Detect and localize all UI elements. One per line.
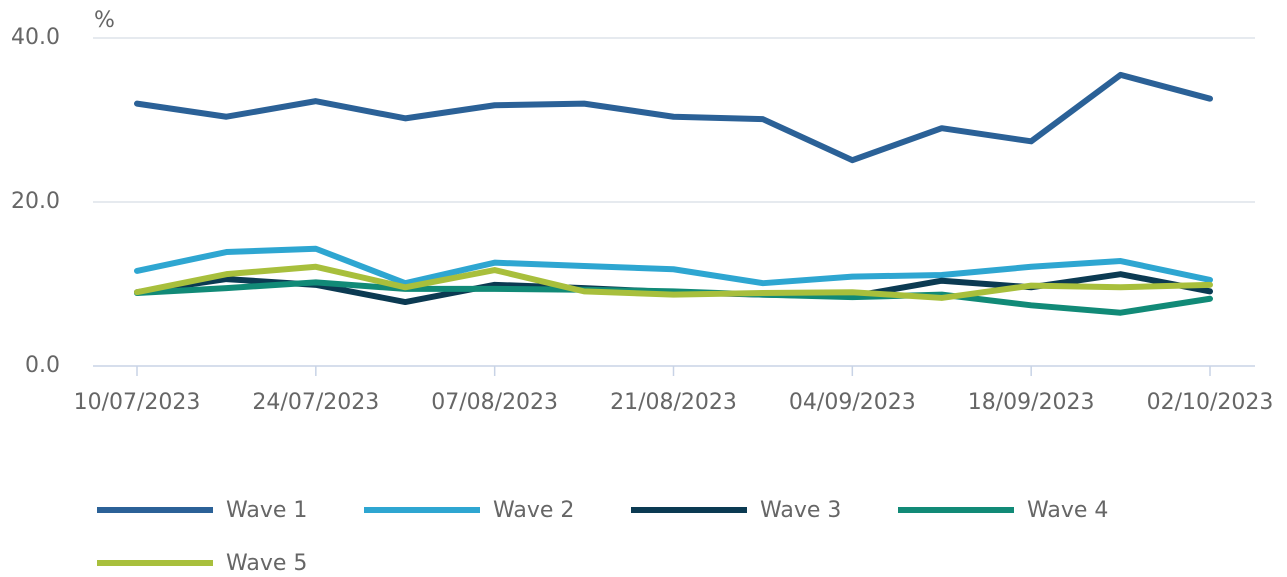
- x-tick-label: 04/09/2023: [789, 390, 916, 415]
- x-tick-label: 07/08/2023: [431, 390, 558, 415]
- x-tick-label: 24/07/2023: [252, 390, 379, 415]
- x-tick-label: 21/08/2023: [610, 390, 737, 415]
- x-tick-label: 02/10/2023: [1147, 390, 1274, 415]
- legend-label: Wave 2: [493, 498, 574, 523]
- x-tick-label: 10/07/2023: [74, 390, 201, 415]
- line: [134, 263, 1213, 301]
- legend-label: Wave 3: [760, 498, 841, 523]
- legend-label: Wave 5: [226, 551, 307, 576]
- line: [134, 71, 1213, 164]
- line: [134, 245, 1213, 287]
- y-axis-unit: %: [94, 8, 115, 33]
- y-tick-label: 20.0: [11, 189, 60, 214]
- y-tick-label: 0.0: [25, 353, 60, 378]
- line: [134, 279, 1213, 316]
- y-tick-label: 40.0: [11, 25, 60, 50]
- x-tick-label: 18/09/2023: [968, 390, 1095, 415]
- legend-label: Wave 1: [226, 498, 307, 523]
- legend-label: Wave 4: [1027, 498, 1108, 523]
